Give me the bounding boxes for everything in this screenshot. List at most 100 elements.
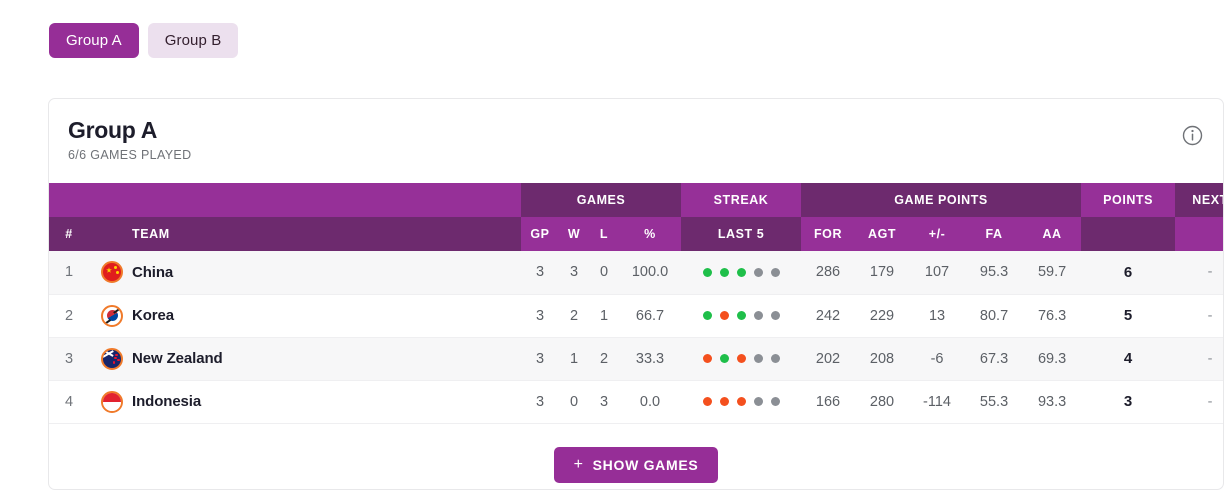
cell-plusminus: 13 xyxy=(909,294,966,338)
cell-fa: 67.3 xyxy=(965,337,1024,381)
cell-agt: 280 xyxy=(855,380,910,424)
cell-for: 286 xyxy=(801,251,856,295)
column-header-plusminus[interactable]: +/- xyxy=(909,217,966,251)
team-name: Indonesia xyxy=(132,393,202,410)
streak-dot xyxy=(736,354,746,363)
standings-table: GAMES STREAK GAME POINTS POINTS NEXT # T… xyxy=(49,183,1223,424)
card-header: Group A 6/6 GAMES PLAYED xyxy=(49,99,1223,183)
column-header-gp[interactable]: GP xyxy=(521,217,559,251)
page-title: Group A xyxy=(68,117,158,143)
streak-dot xyxy=(753,354,763,363)
cell-plusminus: -6 xyxy=(909,337,966,381)
cell-fa: 55.3 xyxy=(965,380,1024,424)
table-head: GAMES STREAK GAME POINTS POINTS NEXT # T… xyxy=(49,183,1223,251)
table-row[interactable]: 4 Indonesia 3 0 3 0.0 166 280 -114 55.3 93.3 3- xyxy=(49,380,1223,424)
streak-dot xyxy=(736,267,746,277)
streak-dot xyxy=(702,397,712,406)
cell-team[interactable]: Korea xyxy=(89,294,521,338)
cell-fa: 80.7 xyxy=(965,294,1024,338)
cell-last5 xyxy=(681,294,802,338)
cell-for: 202 xyxy=(801,337,856,381)
column-header-row: # TEAM GP W L % LAST 5 FOR AGT +/- FA AA xyxy=(49,217,1223,251)
cell-team[interactable]: Indonesia xyxy=(89,380,521,424)
group-tabs: Group A Group B xyxy=(49,23,239,58)
cell-l: 1 xyxy=(589,294,619,338)
tab-group-b[interactable]: Group B xyxy=(147,23,239,58)
column-header-aa[interactable]: AA xyxy=(1023,217,1082,251)
table-row[interactable]: 2 Korea 3 2 1 66.7 242 229 13 80.7 76.3 5- xyxy=(49,294,1223,338)
card-footer: + SHOW GAMES xyxy=(49,424,1223,490)
cell-w: 3 xyxy=(559,251,589,295)
cell-last5 xyxy=(681,337,802,381)
column-header-agt[interactable]: AGT xyxy=(855,217,910,251)
streak-dot xyxy=(719,267,729,277)
cell-w: 1 xyxy=(559,337,589,381)
streak-dot xyxy=(770,354,780,363)
cell-gp: 3 xyxy=(521,294,559,338)
cell-plusminus: -114 xyxy=(909,380,966,424)
streak-dot xyxy=(753,311,763,320)
column-header-for[interactable]: FOR xyxy=(801,217,856,251)
group-header-games: GAMES xyxy=(521,183,682,217)
cell-agt: 229 xyxy=(855,294,910,338)
cell-next: - xyxy=(1175,294,1223,338)
cell-w: 2 xyxy=(559,294,589,338)
column-header-w[interactable]: W xyxy=(559,217,589,251)
flag-icon xyxy=(101,304,123,327)
streak-dot xyxy=(736,311,746,320)
cell-l: 3 xyxy=(589,380,619,424)
cell-aa: 69.3 xyxy=(1023,337,1082,381)
cell-fa: 95.3 xyxy=(965,251,1024,295)
streak-dot xyxy=(719,354,729,363)
cell-rank: 4 xyxy=(49,380,89,424)
column-header-team[interactable]: TEAM xyxy=(89,217,521,251)
column-header-l[interactable]: L xyxy=(589,217,619,251)
cell-last5 xyxy=(681,380,802,424)
cell-agt: 179 xyxy=(855,251,910,295)
cell-next: - xyxy=(1175,337,1223,381)
column-header-last5[interactable]: LAST 5 xyxy=(681,217,802,251)
cell-aa: 76.3 xyxy=(1023,294,1082,338)
cell-gp: 3 xyxy=(521,251,559,295)
table-body: 1 China 3 3 0 100.0 286 179 107 95.3 59.7 6-2 Korea 3… xyxy=(49,251,1223,424)
streak-dot xyxy=(719,311,729,320)
streak-dot xyxy=(702,267,712,277)
tab-group-a[interactable]: Group A xyxy=(49,23,139,58)
team-name: China xyxy=(132,263,174,281)
flag-icon xyxy=(101,347,123,370)
cell-rank: 3 xyxy=(49,337,89,381)
cell-plusminus: 107 xyxy=(909,251,966,295)
cell-rank: 1 xyxy=(49,251,89,295)
cell-pct: 33.3 xyxy=(619,337,682,381)
table-row[interactable]: 3 New Zealand 3 1 2 33.3 202 208 -6 67.3 69.3 4- xyxy=(49,337,1223,381)
cell-agt: 208 xyxy=(855,337,910,381)
cell-gp: 3 xyxy=(521,337,559,381)
cell-aa: 59.7 xyxy=(1023,251,1082,295)
cell-team[interactable]: China xyxy=(89,251,521,295)
column-header-next[interactable] xyxy=(1175,217,1223,251)
column-header-fa[interactable]: FA xyxy=(965,217,1024,251)
cell-team[interactable]: New Zealand xyxy=(89,337,521,381)
standings-card: Group A 6/6 GAMES PLAYED GAMES xyxy=(48,98,1224,490)
streak-dot xyxy=(736,397,746,406)
cell-points: 3 xyxy=(1081,380,1176,424)
cell-last5 xyxy=(681,251,802,295)
column-header-pct[interactable]: % xyxy=(619,217,682,251)
cell-next: - xyxy=(1175,380,1223,424)
team-name: New Zealand xyxy=(132,350,223,367)
flag-icon xyxy=(101,261,123,284)
column-header-rank[interactable]: # xyxy=(49,217,89,251)
column-header-points[interactable] xyxy=(1081,217,1176,251)
show-games-button[interactable]: + SHOW GAMES xyxy=(553,447,719,483)
show-games-label: SHOW GAMES xyxy=(592,457,699,473)
table-row[interactable]: 1 China 3 3 0 100.0 286 179 107 95.3 59.7 6- xyxy=(49,251,1223,295)
flag-icon xyxy=(101,390,123,413)
games-played-label: 6/6 GAMES PLAYED xyxy=(68,148,192,163)
info-circle-icon[interactable] xyxy=(1182,125,1203,146)
cell-pct: 100.0 xyxy=(619,251,682,295)
cell-points: 4 xyxy=(1081,337,1176,381)
plus-icon: + xyxy=(573,456,584,473)
group-header-streak: STREAK xyxy=(681,183,802,217)
cell-next: - xyxy=(1175,251,1223,295)
